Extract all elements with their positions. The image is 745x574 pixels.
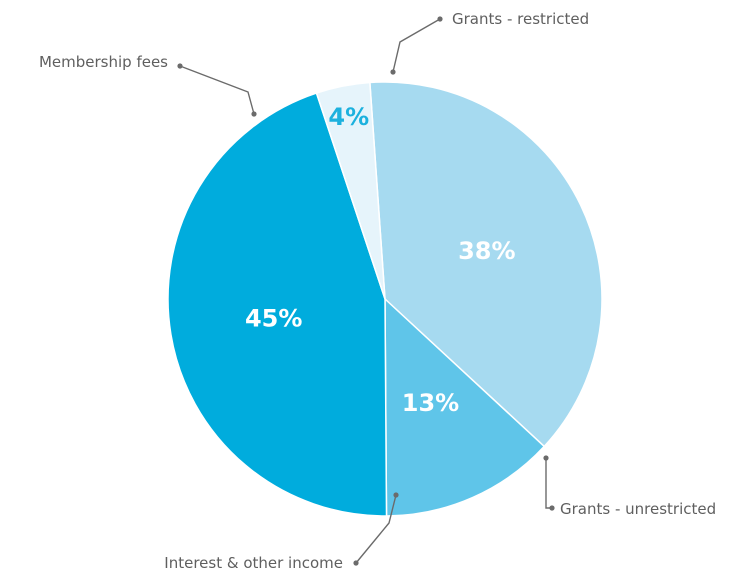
pie-slice-grants-unrestricted: [369, 81, 603, 448]
leader-dot-membership-fees: [177, 63, 183, 69]
pct-label-grants-restricted: 4%: [328, 103, 369, 131]
leader-dot-grants-unrestricted: [543, 455, 549, 461]
pie-slice-interest-and-other-income: [384, 297, 546, 517]
pct-label-grants-unrestricted: 38%: [458, 237, 515, 265]
leader-line-grants-restricted: [392, 18, 441, 73]
leader-dot-grants-restricted-end: [390, 69, 396, 75]
pct-label-membership-fees: 45%: [245, 304, 302, 332]
pct-label-interest-and-other-income: 13%: [402, 389, 459, 417]
label-grants-restricted: Grants - restricted: [452, 10, 589, 28]
leader-dot-grants-unrestricted-end: [549, 505, 555, 511]
percentage-labels: 38% 13% 45% 4%: [245, 103, 516, 417]
label-interest-other-income: Interest & other income: [164, 554, 343, 572]
leader-line-membership-fees: [179, 65, 255, 115]
pie-slice-membership-fees: [167, 92, 388, 517]
leader-line-interest-other: [355, 494, 397, 564]
pie-slice-grants-restricted: [315, 81, 386, 300]
leader-line-grants-unrestricted: [545, 458, 552, 509]
leader-dot-membership-fees-end: [251, 111, 257, 117]
pie-slices: [167, 81, 603, 517]
leader-dot-interest-other: [393, 492, 399, 498]
leader-dot-interest-other-end: [353, 560, 359, 566]
leader-lines: [177, 16, 555, 566]
leader-dot-grants-restricted: [437, 16, 443, 22]
label-grants-unrestricted: Grants - unrestricted: [560, 500, 716, 518]
label-membership-fees: Membership fees: [39, 53, 168, 71]
